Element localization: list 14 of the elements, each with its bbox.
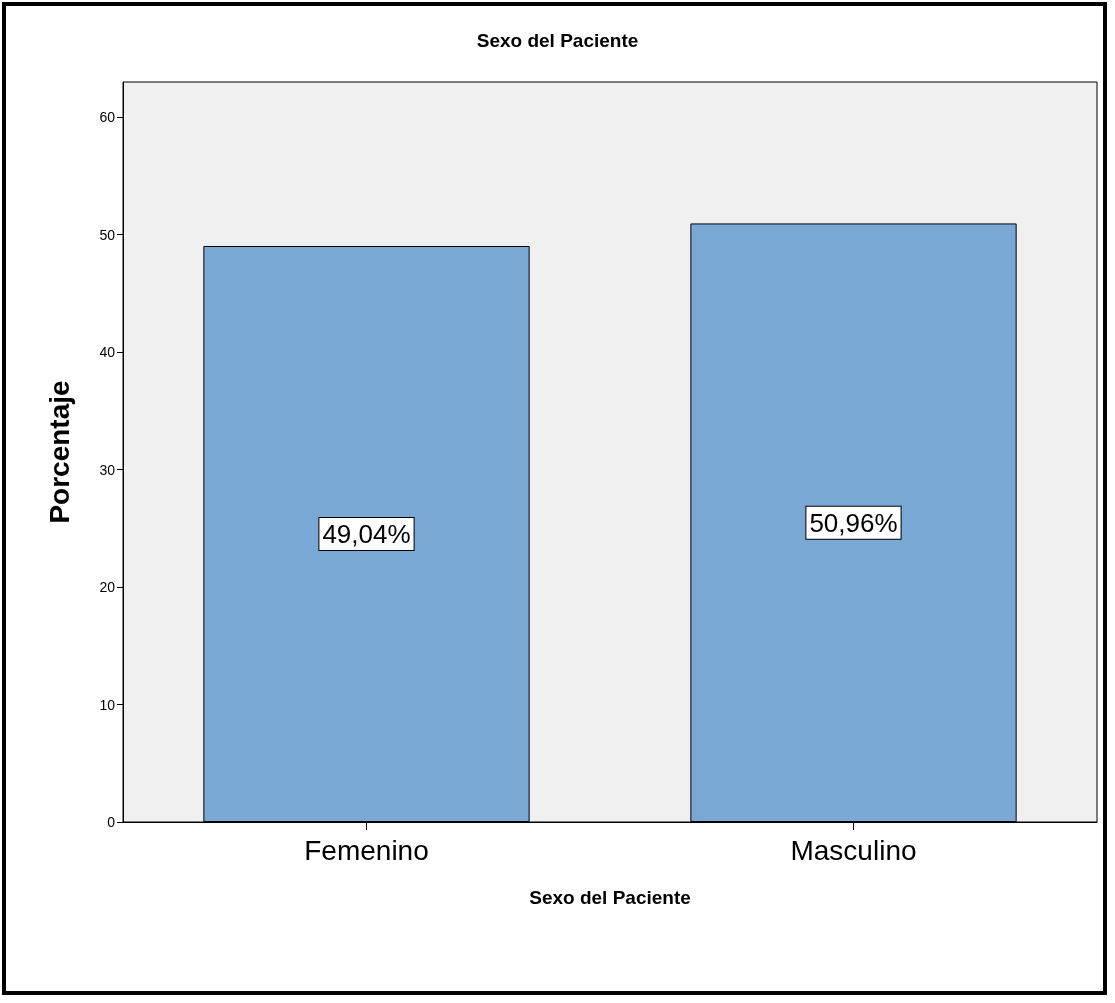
y-tick-label: 0 [107,814,116,830]
x-tick-label: Masculino [790,834,917,866]
y-tick-label: 20 [99,579,116,596]
y-tick-label: 60 [99,109,116,126]
y-axis-title: Porcentaje [43,380,75,524]
data-label: 49,04% [322,518,411,549]
y-tick-label: 40 [99,344,116,361]
data-label: 50,96% [809,507,898,538]
x-axis-title: Sexo del Paciente [529,887,691,908]
y-tick-label: 50 [99,226,116,243]
y-tick-label: 30 [99,461,116,478]
y-tick-label: 10 [99,696,116,713]
chart-title: Sexo del Paciente [476,30,639,51]
x-tick-label: Femenino [304,834,429,866]
